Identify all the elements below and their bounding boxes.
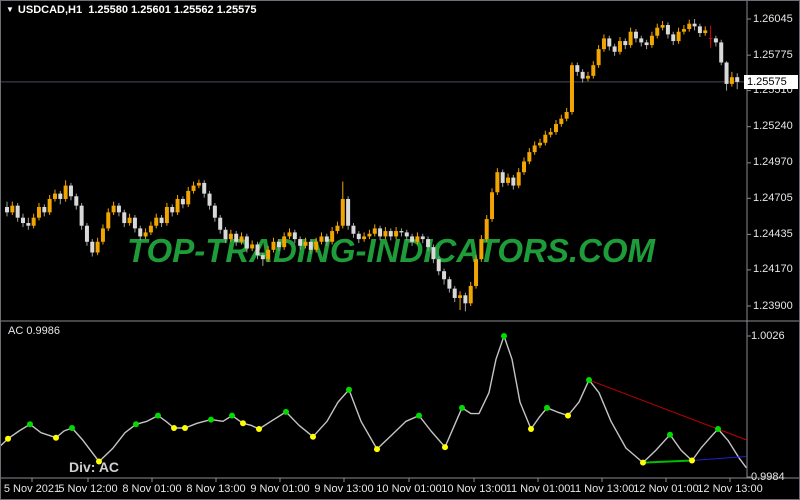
ac-signal-dot [586, 376, 592, 383]
ac-signal-dot [544, 404, 550, 411]
ac-signal-dot [155, 412, 161, 419]
divergence-trendline [691, 456, 747, 462]
ac-signal-dot [208, 416, 214, 423]
ac-indicator-line [1, 335, 747, 468]
bid-price-label: 1.25575 [744, 74, 798, 89]
divergence-label: Div: AC [69, 459, 120, 475]
ac-signal-dot [528, 425, 534, 432]
ac-signal-dot [240, 420, 246, 427]
ac-signal-dot [182, 424, 188, 431]
divergence-trendline [642, 459, 693, 464]
ac-signal-dot [310, 433, 316, 440]
ac-signal-dot [283, 408, 289, 415]
ac-signal-dot [5, 435, 11, 442]
ac-signal-dot [689, 457, 695, 464]
ac-signal-dot [667, 431, 673, 438]
ac-signal-dot [565, 412, 571, 419]
ac-signal-dot [640, 459, 646, 466]
ac-signal-dot [133, 421, 139, 428]
divergence-trendline [588, 379, 747, 441]
ac-signal-dot [442, 444, 448, 451]
ac-signal-dot [416, 412, 422, 419]
symbol-dropdown-icon[interactable]: ▼ [6, 5, 14, 14]
chart-header: ▼ USDCAD,H1 1.25580 1.25601 1.25562 1.255… [6, 4, 256, 16]
symbol-timeframe-label: USDCAD,H1 [17, 4, 83, 16]
ac-signal-dot [715, 425, 721, 432]
ac-signal-dot [459, 404, 465, 411]
ac-signal-dot [27, 421, 33, 428]
ac-signal-dot [374, 446, 380, 453]
ac-signal-dot [229, 412, 235, 419]
ac-signal-dot [53, 434, 59, 441]
ac-signal-dot [69, 424, 75, 431]
indicator-value-label: AC 0.9986 [8, 325, 60, 337]
ac-signal-dot [256, 425, 262, 432]
ac-signal-dot [96, 458, 102, 465]
ac-signal-dot [346, 386, 352, 393]
ohlc-values: 1.25580 1.25601 1.25562 1.25575 [88, 4, 257, 16]
ac-signal-dot [171, 424, 177, 431]
ac-signal-dot [501, 333, 507, 339]
